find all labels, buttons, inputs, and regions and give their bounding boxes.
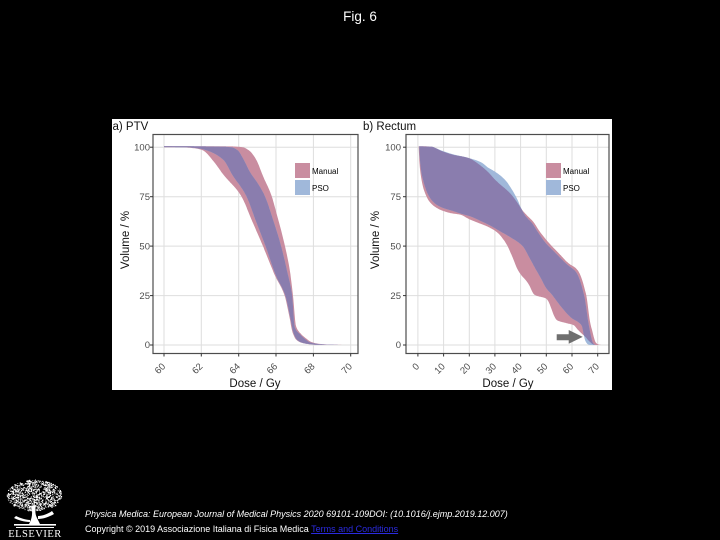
svg-text:Manual: Manual (312, 167, 338, 176)
svg-text:75: 75 (390, 192, 401, 203)
svg-text:50: 50 (390, 241, 401, 252)
svg-text:a) PTV: a) PTV (113, 121, 149, 133)
svg-text:Volume / %: Volume / % (370, 211, 382, 269)
svg-text:100: 100 (134, 142, 150, 153)
svg-text:50: 50 (139, 241, 150, 252)
svg-text:0: 0 (396, 340, 401, 351)
svg-text:0: 0 (145, 340, 150, 351)
svg-text:25: 25 (139, 291, 150, 302)
svg-text:Dose / Gy: Dose / Gy (229, 378, 280, 390)
svg-text:PSO: PSO (312, 184, 329, 193)
svg-text:75: 75 (139, 192, 150, 203)
svg-text:25: 25 (390, 291, 401, 302)
svg-text:100: 100 (385, 142, 401, 153)
svg-text:Manual: Manual (563, 167, 589, 176)
svg-text:ELSEVIER: ELSEVIER (8, 529, 62, 538)
svg-text:b) Rectum: b) Rectum (363, 121, 416, 133)
svg-text:Dose / Gy: Dose / Gy (482, 378, 533, 390)
svg-text:0: 0 (410, 361, 422, 373)
svg-text:Volume / %: Volume / % (120, 211, 132, 269)
svg-text:PSO: PSO (563, 184, 580, 193)
